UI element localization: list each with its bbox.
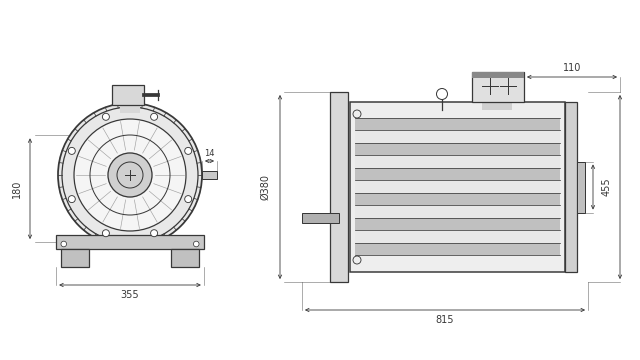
Bar xyxy=(330,92,348,282)
Text: 355: 355 xyxy=(121,290,140,300)
Bar xyxy=(577,162,585,212)
Circle shape xyxy=(74,119,186,231)
Bar xyxy=(355,230,560,243)
Text: 40: 40 xyxy=(578,181,588,193)
Circle shape xyxy=(102,113,109,120)
Bar xyxy=(202,171,217,179)
Text: 14: 14 xyxy=(204,148,215,158)
Circle shape xyxy=(68,195,76,203)
Bar xyxy=(472,72,524,78)
Bar xyxy=(355,168,560,180)
Bar xyxy=(355,218,560,230)
Circle shape xyxy=(193,241,199,247)
Bar xyxy=(355,205,560,218)
Text: 110: 110 xyxy=(563,63,581,73)
Bar xyxy=(482,100,512,110)
Text: 455: 455 xyxy=(602,178,612,196)
Bar xyxy=(355,118,560,130)
Circle shape xyxy=(108,153,152,197)
Bar xyxy=(112,85,144,105)
Circle shape xyxy=(61,241,67,247)
Bar xyxy=(56,235,204,249)
Bar xyxy=(61,249,89,267)
Bar xyxy=(350,102,565,272)
Circle shape xyxy=(102,230,109,237)
Circle shape xyxy=(68,147,76,154)
Bar xyxy=(355,180,560,193)
Text: Ø380: Ø380 xyxy=(260,174,270,200)
Bar xyxy=(355,143,560,156)
Circle shape xyxy=(185,147,192,154)
Circle shape xyxy=(150,113,157,120)
Text: 180: 180 xyxy=(12,180,22,198)
Bar xyxy=(120,103,140,113)
Bar xyxy=(355,193,560,205)
Text: 815: 815 xyxy=(436,315,454,325)
Bar xyxy=(355,243,560,255)
Bar xyxy=(565,102,577,272)
Bar xyxy=(355,130,560,143)
Circle shape xyxy=(150,230,157,237)
Bar xyxy=(171,249,199,267)
Bar xyxy=(472,72,524,102)
Circle shape xyxy=(58,103,202,247)
Bar xyxy=(355,156,560,168)
Bar xyxy=(302,213,339,223)
Circle shape xyxy=(185,195,192,203)
